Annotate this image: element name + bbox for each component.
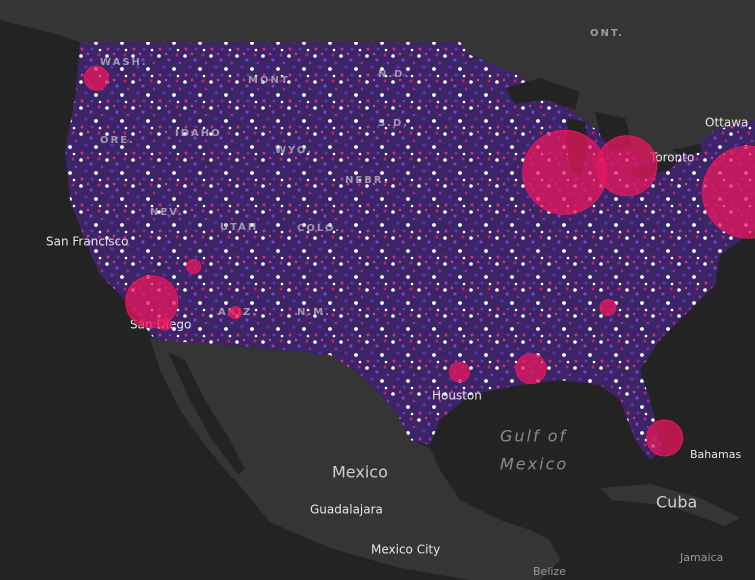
bubble (596, 135, 658, 197)
country-label: Jamaica (679, 551, 723, 564)
state-label: NEV. (150, 207, 183, 218)
bubble (646, 419, 684, 457)
cuba-land (600, 484, 740, 526)
state-label: WASH. (100, 57, 148, 68)
state-label: UTAH (220, 222, 258, 233)
city-label: Mexico City (371, 543, 440, 557)
city-label: Ottawa (705, 116, 748, 130)
bubble (83, 65, 109, 91)
state-label: IDAHO (175, 128, 222, 139)
bubble (449, 361, 470, 383)
country-label: Belize (533, 565, 566, 578)
country-label: Mexico (332, 463, 388, 482)
country-label: Bahamas (690, 448, 741, 461)
water-label: Mexico (500, 455, 568, 474)
bubble (125, 275, 179, 329)
state-label: S.D. (378, 118, 409, 129)
bubble-layer (83, 65, 755, 457)
state-label: N.D. (378, 69, 410, 80)
city-label: Guadalajara (310, 503, 383, 517)
city-label: San Francisco (46, 235, 128, 249)
state-label: N.M. (297, 307, 331, 318)
country-label: Cuba (656, 493, 697, 512)
city-label: Toronto (649, 151, 694, 165)
city-label: Houston (432, 389, 482, 403)
bubble (522, 129, 608, 215)
bubble (228, 306, 242, 320)
state-label: COLO. (297, 223, 341, 234)
bubble (599, 299, 617, 317)
water-label: Gulf of (500, 427, 567, 446)
state-label: NEBR. (345, 175, 390, 186)
bubble (158, 317, 172, 331)
mexico-land (150, 338, 560, 580)
bubble (515, 353, 547, 385)
province-label: ONT. (590, 28, 624, 39)
bubble (186, 258, 202, 274)
canada-land (0, 0, 755, 165)
gulf-california (168, 352, 245, 474)
bubble (701, 145, 755, 239)
state-label: WYO. (275, 145, 313, 156)
state-label: ORE. (100, 135, 135, 146)
state-label: MONT. (248, 75, 294, 86)
